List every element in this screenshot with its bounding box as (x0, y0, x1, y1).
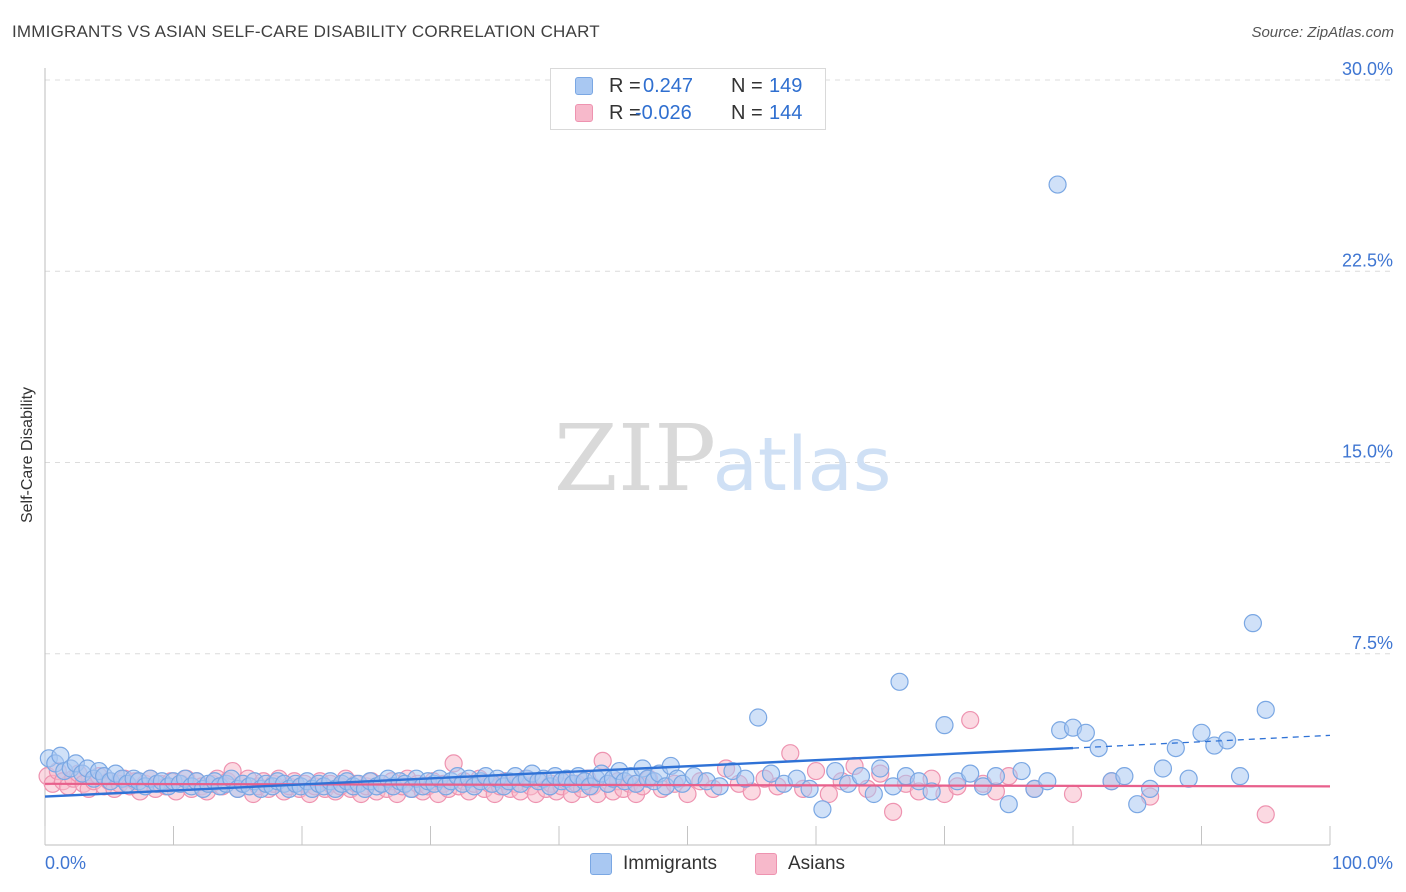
asians-point (806, 761, 826, 781)
asians-point (883, 802, 903, 821)
watermark: ZIP atlas (554, 405, 892, 512)
watermark-zip: ZIP (554, 405, 716, 512)
immigrants-point (813, 800, 832, 819)
asians-point (1063, 784, 1083, 804)
immigrants-point (1153, 759, 1173, 778)
immigrants-point (800, 779, 819, 799)
y-tick-label: 7.5% (1352, 633, 1393, 653)
immigrants-point (1230, 767, 1250, 786)
immigrants-label: Immigrants (623, 853, 717, 874)
chart-title: IMMIGRANTS VS ASIAN SELF-CARE DISABILITY… (12, 22, 600, 41)
immigrants-point (986, 767, 1006, 786)
axes (44, 68, 1331, 846)
asians-point (961, 710, 980, 730)
immigrants-point (1115, 767, 1134, 786)
immigrants-trend-extension (1072, 734, 1331, 749)
immigrants-point (1179, 769, 1198, 788)
x-tick-label-max: 100.0% (1332, 853, 1393, 873)
immigrants-point (922, 782, 941, 801)
r-label: R = (609, 75, 641, 97)
asians-swatch (575, 104, 593, 122)
immigrants-point (1089, 738, 1108, 758)
immigrants-point (890, 672, 909, 691)
asians-swatch (755, 853, 777, 875)
n-label: N = (731, 102, 763, 124)
immigrants-swatch (575, 77, 593, 95)
r-value: 0.247 (643, 75, 694, 97)
immigrants-point (1038, 772, 1057, 791)
immigrants-swatch (590, 853, 612, 875)
y-tick-label: 30.0% (1342, 59, 1393, 79)
immigrants-point (761, 764, 781, 783)
immigrants-point (961, 764, 980, 783)
grid-lines (45, 79, 1392, 655)
x-tick-label-min: 0.0% (45, 853, 86, 873)
asians-trend-line (44, 782, 1331, 788)
tick-labels: 7.5% 15.0% 22.5% 30.0% 0.0% 100.0% (45, 59, 1393, 873)
trend-lines (44, 734, 1331, 798)
immigrants-point (1128, 795, 1147, 814)
immigrants-point (826, 761, 845, 781)
asians-label: Asians (788, 853, 846, 874)
immigrants-point (999, 795, 1018, 814)
correlation-legend: R = 0.247 N = 149 R = -0.026 N = 144 (550, 68, 826, 130)
r-label: R = (609, 102, 641, 124)
immigrants-trend-line (44, 746, 1074, 798)
immigrants-point (736, 769, 755, 788)
n-label: N = (731, 75, 763, 97)
immigrants-point (871, 759, 890, 778)
immigrants-point (1243, 614, 1263, 633)
immigrants-point (710, 777, 729, 796)
immigrants-point (1048, 175, 1067, 194)
immigrants-point (851, 767, 871, 786)
immigrants-point (787, 769, 806, 788)
n-value: 144 (769, 102, 803, 124)
immigrants-point (1140, 779, 1160, 799)
immigrants-point (1256, 700, 1275, 719)
immigrants-point (1192, 723, 1211, 742)
y-tick-label: 15.0% (1342, 442, 1393, 462)
r-value: -0.026 (635, 102, 692, 124)
immigrants-point (1076, 723, 1095, 742)
asians-point (1256, 805, 1275, 824)
watermark-atlas: atlas (713, 422, 892, 508)
immigrants-point (1012, 761, 1031, 781)
source-label: Source: ZipAtlas.com (1251, 24, 1394, 41)
immigrants-point (935, 716, 954, 735)
immigrants-point (1166, 738, 1185, 758)
y-tick-label: 22.5% (1342, 250, 1393, 270)
immigrants-point (749, 708, 768, 727)
n-value: 149 (769, 75, 803, 97)
asians-point (819, 784, 838, 804)
asians-point (781, 744, 800, 763)
immigrants-point (864, 784, 883, 804)
